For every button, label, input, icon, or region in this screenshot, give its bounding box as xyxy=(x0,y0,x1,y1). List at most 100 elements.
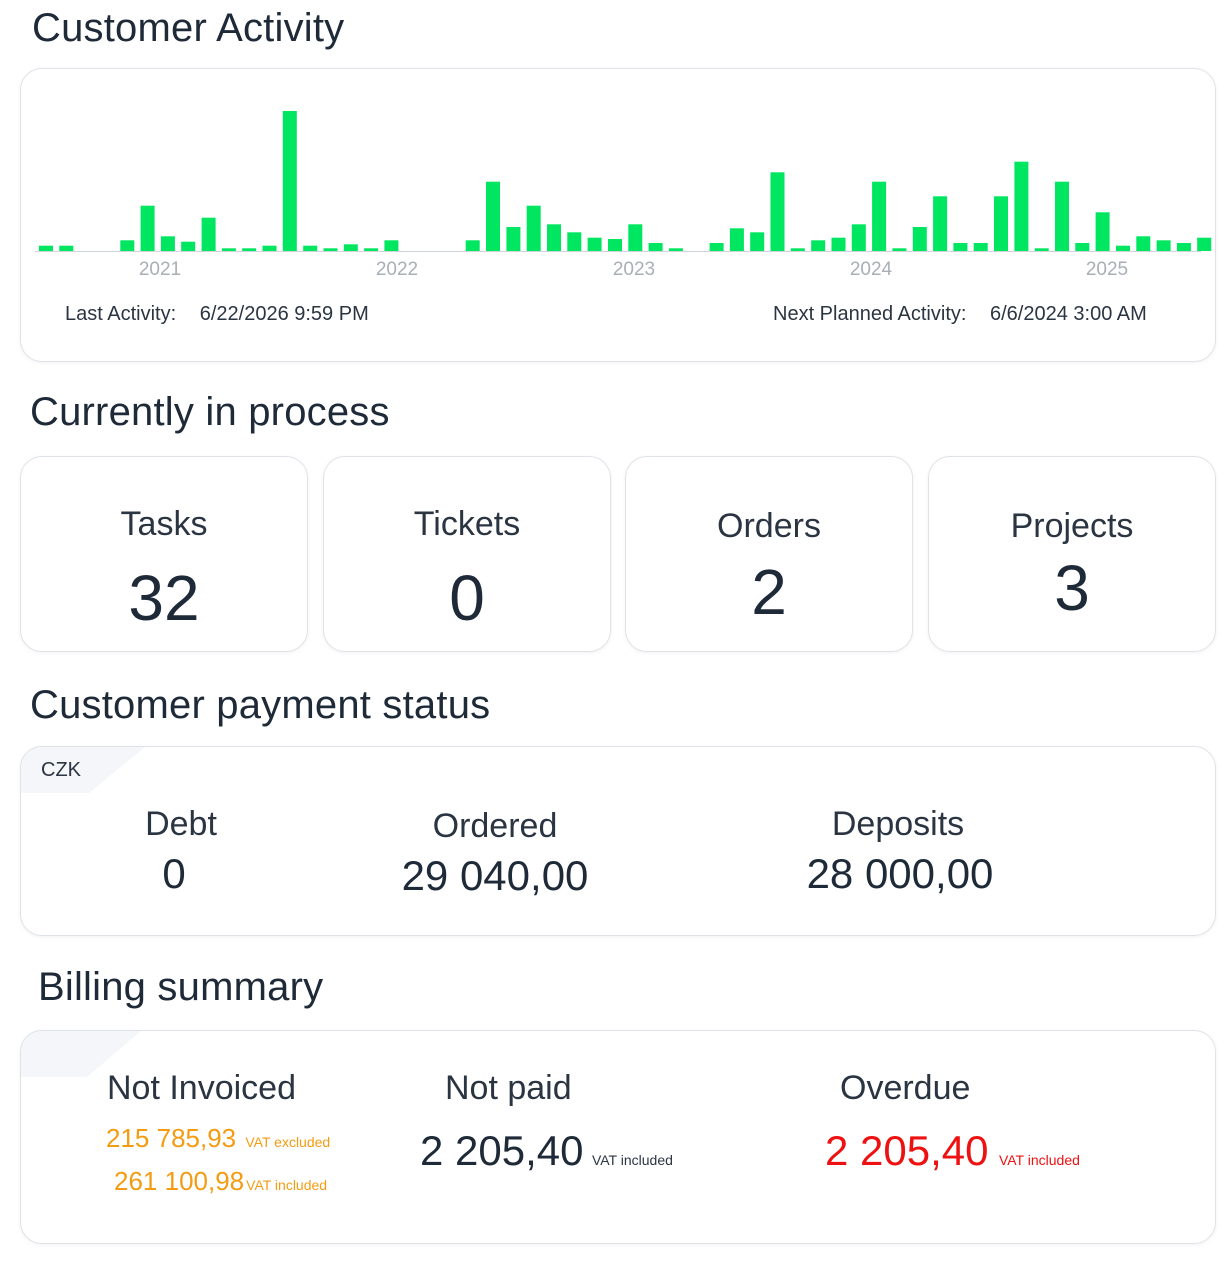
last-activity-label: Last Activity: xyxy=(65,303,177,325)
payment-card: CZK Debt 0 Ordered 29 040,00 Deposits 28… xyxy=(20,746,1216,936)
overdue-label: Overdue xyxy=(840,1069,971,1107)
activity-bar[interactable] xyxy=(729,228,744,251)
activity-bar[interactable] xyxy=(953,243,968,251)
activity-chart: 2021 2022 2023 2024 2025 xyxy=(35,111,1212,280)
ordered-block: Ordered 29 040,00 xyxy=(401,807,631,900)
not-invoiced-excl-note: VAT excluded xyxy=(245,1134,331,1150)
currency-label: CZK xyxy=(41,759,81,781)
next-planned-activity: Next Planned Activity: 6/6/2024 3:00 AM xyxy=(773,303,1147,326)
activity-bar[interactable] xyxy=(1197,237,1212,251)
activity-bar[interactable] xyxy=(1136,236,1151,251)
activity-bar[interactable] xyxy=(750,232,765,251)
tickets-card[interactable]: Tickets 0 xyxy=(323,456,611,652)
activity-bar[interactable] xyxy=(282,111,297,251)
activity-bar[interactable] xyxy=(242,248,257,251)
deposits-label: Deposits xyxy=(831,805,965,843)
orders-card[interactable]: Orders 2 xyxy=(625,456,913,652)
activity-bar[interactable] xyxy=(140,205,155,251)
activity-bar[interactable] xyxy=(790,248,805,251)
activity-bar[interactable] xyxy=(526,205,541,251)
deposits-block: Deposits 28 000,00 xyxy=(797,805,1027,898)
activity-bar[interactable] xyxy=(668,248,683,251)
activity-bar[interactable] xyxy=(364,248,379,251)
activity-bar[interactable] xyxy=(608,239,622,251)
activity-bar[interactable] xyxy=(1075,243,1090,251)
activity-bar[interactable] xyxy=(567,232,582,251)
not-paid-value: 2 205,40 xyxy=(420,1127,584,1174)
activity-bar[interactable] xyxy=(1055,181,1069,251)
projects-card[interactable]: Projects 3 xyxy=(928,456,1216,652)
activity-card: 2021 2022 2023 2024 2025 Last Activity: 6/22… xyxy=(20,68,1216,362)
overdue: 2 205,40 VAT included xyxy=(825,1127,1080,1175)
tasks-label: Tasks xyxy=(120,505,208,543)
activity-bar[interactable] xyxy=(1034,248,1049,251)
projects-count: 3 xyxy=(1054,552,1090,624)
not-invoiced-incl-value: 261 100,98 xyxy=(114,1166,245,1196)
not-invoiced-label: Not Invoiced xyxy=(107,1069,296,1107)
activity-bar[interactable] xyxy=(486,181,500,251)
activity-bar[interactable] xyxy=(384,240,399,251)
activity-bar[interactable] xyxy=(1116,245,1130,251)
not-paid-note: VAT included xyxy=(591,1152,673,1168)
activity-bar[interactable] xyxy=(547,224,561,251)
tasks-card[interactable]: Tasks 32 xyxy=(20,456,308,652)
activity-bar[interactable] xyxy=(303,245,318,251)
not-invoiced-excl: 215 785,93 VAT excluded xyxy=(106,1123,330,1154)
x-tick-label: 2021 xyxy=(139,259,181,280)
activity-title: Customer Activity xyxy=(32,6,345,50)
overdue-value: 2 205,40 xyxy=(825,1127,989,1174)
activity-bar[interactable] xyxy=(872,181,887,251)
activity-bar[interactable] xyxy=(465,240,480,251)
activity-bar[interactable] xyxy=(851,224,866,251)
not-paid-label: Not paid xyxy=(445,1069,572,1107)
x-tick-label: 2023 xyxy=(613,259,655,280)
overdue-note: VAT included xyxy=(998,1152,1080,1168)
activity-bar[interactable] xyxy=(1156,240,1171,251)
not-paid: 2 205,40 VAT included xyxy=(420,1127,673,1175)
next-activity-value: 6/6/2024 3:00 AM xyxy=(990,303,1147,325)
activity-bar[interactable] xyxy=(221,248,236,251)
activity-bar[interactable] xyxy=(323,248,338,251)
activity-bar[interactable] xyxy=(160,236,175,251)
projects-label: Projects xyxy=(1010,507,1134,545)
process-title: Currently in process xyxy=(30,390,390,434)
not-invoiced-incl: 261 100,98 VAT included xyxy=(114,1166,327,1197)
activity-bar[interactable] xyxy=(994,196,1008,251)
activity-bar[interactable] xyxy=(262,245,277,251)
activity-bar[interactable] xyxy=(587,237,602,251)
currency-tab xyxy=(21,747,145,793)
activity-bar[interactable] xyxy=(770,172,785,251)
activity-bar[interactable] xyxy=(648,243,663,251)
activity-bar[interactable] xyxy=(1095,212,1110,251)
activity-bar[interactable] xyxy=(120,240,135,251)
activity-bar[interactable] xyxy=(181,241,196,251)
ordered-value: 29 040,00 xyxy=(401,852,589,899)
activity-bar[interactable] xyxy=(506,227,521,251)
activity-bar[interactable] xyxy=(1176,243,1191,251)
billing-title: Billing summary xyxy=(38,965,324,1009)
activity-bar[interactable] xyxy=(201,217,216,251)
x-tick-label: 2025 xyxy=(1086,259,1128,280)
activity-bar[interactable] xyxy=(59,245,74,251)
activity-bar[interactable] xyxy=(628,224,643,251)
billing-card: Not Invoiced 215 785,93 VAT excluded 261… xyxy=(20,1030,1216,1244)
deposits-value: 28 000,00 xyxy=(806,850,994,897)
orders-label: Orders xyxy=(717,507,821,545)
activity-bar[interactable] xyxy=(831,237,846,251)
activity-bar[interactable] xyxy=(1014,161,1029,251)
activity-bar[interactable] xyxy=(709,243,724,251)
activity-bar[interactable] xyxy=(933,196,948,251)
debt-block: Debt 0 xyxy=(121,805,241,898)
last-activity: Last Activity: 6/22/2026 9:59 PM xyxy=(65,303,369,326)
ordered-label: Ordered xyxy=(432,807,558,845)
activity-bar[interactable] xyxy=(912,227,927,251)
last-activity-value: 6/22/2026 9:59 PM xyxy=(199,303,369,325)
tickets-count: 0 xyxy=(449,562,485,634)
activity-bar[interactable] xyxy=(892,248,907,251)
orders-count: 2 xyxy=(751,556,787,628)
activity-bar[interactable] xyxy=(343,244,358,251)
activity-bar[interactable] xyxy=(811,240,826,251)
activity-bar[interactable] xyxy=(39,245,53,251)
activity-bar[interactable] xyxy=(973,243,988,251)
not-invoiced-excl-value: 215 785,93 xyxy=(106,1123,237,1153)
